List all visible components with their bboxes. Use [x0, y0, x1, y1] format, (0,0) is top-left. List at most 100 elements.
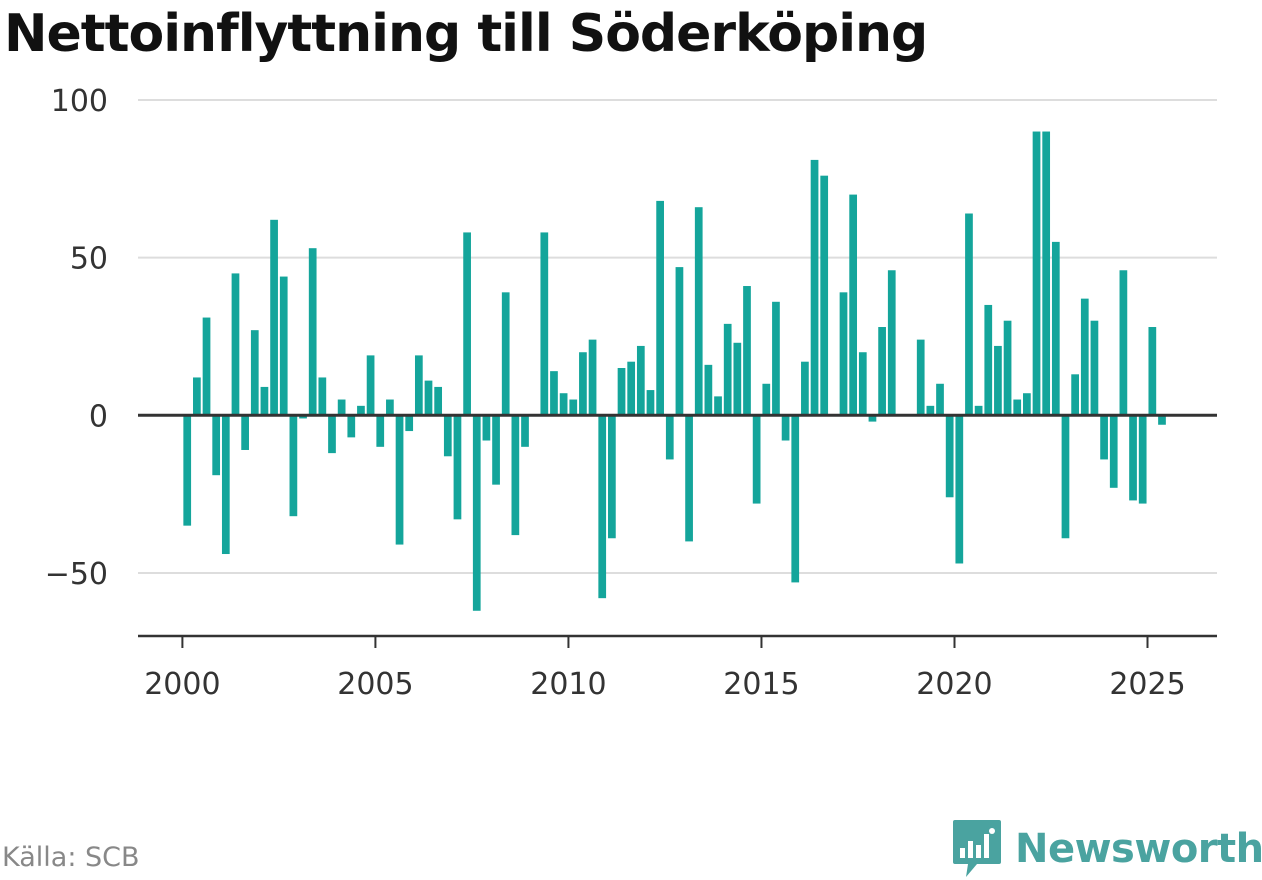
- bar: [443, 415, 452, 457]
- bar: [675, 267, 684, 416]
- newsworthy-logo-icon: [953, 820, 1001, 877]
- x-axis-ticks: 2000 2005 2010 2015 2020 2025: [144, 636, 1186, 702]
- bar: [791, 415, 800, 583]
- bar: [202, 317, 211, 416]
- bar: [569, 399, 578, 416]
- bar: [858, 352, 867, 416]
- bar: [1109, 415, 1118, 488]
- bar: [250, 330, 259, 416]
- bar: [221, 415, 230, 555]
- bar: [328, 415, 336, 454]
- bar: [1100, 415, 1108, 460]
- bar: [241, 415, 249, 450]
- bar: [550, 371, 558, 416]
- bar: [801, 361, 809, 416]
- bar: [974, 405, 983, 416]
- bar: [579, 352, 587, 416]
- bar: [357, 405, 365, 416]
- bar: [1080, 298, 1089, 416]
- bar: [1138, 415, 1147, 504]
- bar: [608, 415, 616, 539]
- bar: [714, 396, 722, 416]
- brand-name: Newsworthy: [1015, 826, 1262, 872]
- x-tick-label: 2005: [337, 667, 413, 702]
- bars: [183, 131, 1166, 611]
- bar: [936, 383, 944, 416]
- bar: [511, 415, 520, 536]
- bar: [743, 286, 751, 416]
- bar: [279, 276, 288, 416]
- bar: [1071, 374, 1079, 416]
- bar: [231, 273, 240, 416]
- bar-chart: 100 50 0 −50 2000 2005 2010 2015 2020 2025: [45, 84, 1217, 702]
- bar: [299, 415, 307, 419]
- bar: [685, 415, 693, 542]
- bar: [878, 327, 886, 416]
- bar: [501, 292, 510, 416]
- bar: [781, 415, 790, 441]
- bar: [1129, 415, 1137, 501]
- bar: [1032, 131, 1041, 416]
- bar: [366, 355, 375, 416]
- bar: [994, 345, 1002, 416]
- bar: [627, 361, 636, 416]
- bar: [1023, 393, 1031, 416]
- x-tick-label: 2000: [144, 667, 220, 702]
- bar: [193, 377, 201, 416]
- bar: [386, 399, 394, 416]
- bar: [453, 415, 462, 520]
- x-tick-label: 2025: [1109, 667, 1185, 702]
- bar: [434, 386, 443, 416]
- y-tick-label: 100: [51, 84, 108, 119]
- bar: [955, 415, 964, 564]
- bar: [772, 301, 780, 416]
- bar: [733, 342, 742, 416]
- bar: [984, 304, 993, 416]
- bar: [1148, 327, 1157, 416]
- bar: [318, 377, 327, 416]
- bar: [1013, 399, 1022, 416]
- bar: [704, 364, 713, 416]
- bar: [926, 405, 935, 416]
- bar: [482, 415, 491, 441]
- newsworthy-brand: Newsworthy: [951, 818, 1262, 880]
- bar: [347, 415, 356, 438]
- bar: [183, 415, 192, 526]
- bar: [752, 415, 761, 504]
- bar: [376, 415, 385, 447]
- x-tick-label: 2010: [530, 667, 606, 702]
- bar: [656, 200, 664, 416]
- bar: [260, 386, 269, 416]
- bar: [337, 399, 346, 416]
- chart-title: Nettoinflyttning till Söderköping: [4, 4, 928, 64]
- y-axis-ticks: 100 50 0 −50: [45, 84, 108, 592]
- bar: [540, 232, 549, 416]
- bar: [945, 415, 954, 498]
- bar: [665, 415, 674, 460]
- y-tick-label: −50: [45, 557, 108, 592]
- bar: [405, 415, 414, 432]
- bar: [916, 339, 925, 416]
- bar: [414, 355, 423, 416]
- bar: [820, 175, 829, 416]
- bar: [762, 383, 771, 416]
- bar: [1158, 415, 1166, 425]
- bar: [810, 159, 819, 416]
- bar: [212, 415, 221, 476]
- bar: [646, 390, 655, 416]
- y-tick-label: 0: [89, 399, 108, 434]
- bar: [308, 248, 317, 416]
- bar: [559, 393, 568, 416]
- bar: [965, 213, 973, 416]
- bar: [1090, 320, 1099, 416]
- bar: [270, 219, 278, 416]
- bar: [839, 292, 848, 416]
- bar: [694, 207, 703, 416]
- source-note: Källa: SCB: [2, 842, 140, 873]
- bar: [521, 415, 529, 447]
- bar: [1119, 270, 1128, 416]
- bar: [636, 345, 645, 416]
- bar: [1042, 131, 1051, 416]
- bar: [395, 415, 404, 545]
- bar: [1051, 241, 1060, 416]
